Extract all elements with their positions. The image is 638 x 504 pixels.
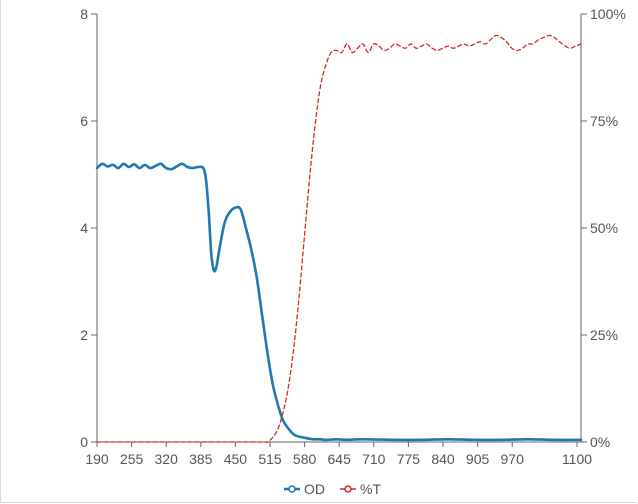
x-tick-label: 970 [501,451,525,467]
x-tick-label: 580 [293,451,317,467]
right-y-tick-label: 75% [590,113,618,129]
legend-label: %T [360,481,381,497]
series-layer [95,34,583,443]
x-ticks: 190 255 320 385 450 515 580 645 710 775 840 905 970 1… [85,442,592,467]
left-y-tick-label: 6 [80,113,88,129]
right-y-tick-label: 0% [590,434,610,450]
x-tick-label: 320 [155,451,179,467]
left-y-tick-label: 2 [80,327,88,343]
right-y-tick-label: 100% [590,6,626,22]
legend-circle-marker [288,485,296,493]
x-tick-label: 710 [362,451,386,467]
legend[interactable]: OD %T [284,481,381,497]
left-y-ticks: 0 2 4 6 8 [80,6,97,450]
x-tick-label: 255 [120,451,144,467]
series-line-transmission [96,34,582,443]
x-tick-label: 385 [189,451,213,467]
legend-item-od[interactable]: OD [284,481,325,497]
x-tick-label: 775 [397,451,421,467]
right-y-tick-label: 25% [590,327,618,343]
x-tick-label: 190 [85,451,109,467]
left-y-tick-label: 4 [80,220,88,236]
left-y-tick-label: 0 [80,434,88,450]
legend-label: OD [304,481,325,497]
x-tick-label: 645 [328,451,352,467]
right-y-tick-label: 50% [590,220,618,236]
left-y-tick-label: 8 [80,6,88,22]
x-tick-label: 905 [466,451,490,467]
legend-item-transmission[interactable]: %T [340,481,381,497]
x-tick-label: 450 [224,451,248,467]
legend-circle-marker [344,485,352,493]
axes [96,14,582,443]
series-line-od [95,162,583,442]
x-tick-label: 840 [431,451,455,467]
x-tick-label: 515 [258,451,282,467]
right-y-ticks: 0% 25% 50% 75% 100% [581,6,626,450]
x-tick-label: 1100 [562,451,592,467]
